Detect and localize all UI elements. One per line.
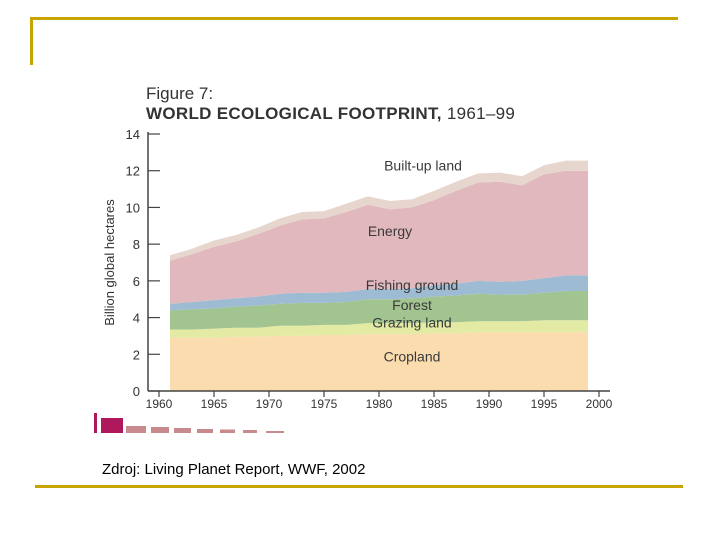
x-tick-label-1970: 1970 — [256, 397, 283, 411]
deco-accent-block — [101, 418, 123, 433]
x-tick-label-1995: 1995 — [531, 397, 558, 411]
series-label-energy: Energy — [368, 223, 412, 239]
area-energy — [170, 170, 588, 304]
series-label-grazing-land: Grazing land — [372, 315, 451, 331]
x-tick-label-1980: 1980 — [366, 397, 393, 411]
y-tick-label-8: 8 — [133, 237, 140, 252]
series-label-forest: Forest — [392, 297, 432, 313]
y-tick-label-0: 0 — [133, 384, 140, 399]
area-grazing-land — [170, 320, 588, 338]
deco-dash-4 — [197, 429, 213, 433]
y-tick-label-12: 12 — [126, 164, 140, 179]
source-caption: Zdroj: Living Planet Report, WWF, 2002 — [102, 461, 366, 478]
y-tick-label-10: 10 — [126, 200, 140, 215]
series-label-built-up-land: Built-up land — [384, 158, 462, 174]
series-label-cropland: Cropland — [384, 349, 441, 365]
figure-label: Figure 7: — [146, 84, 214, 103]
deco-accent-line — [94, 413, 97, 433]
frame-bottom-line — [35, 485, 683, 488]
deco-dash-5 — [220, 429, 235, 433]
deco-dash-1 — [126, 426, 146, 433]
x-tick-label-1960: 1960 — [146, 397, 173, 411]
area-cropland — [170, 332, 588, 391]
deco-dash-7 — [266, 431, 284, 433]
deco-dash-6 — [243, 430, 257, 433]
x-tick-label-1985: 1985 — [421, 397, 448, 411]
area-forest — [170, 291, 588, 330]
chart-title-years: 1961–99 — [446, 104, 516, 123]
frame-top-line — [30, 17, 678, 20]
area-built-up-land — [170, 160, 588, 261]
x-tick-label-1975: 1975 — [311, 397, 338, 411]
x-tick-label-1990: 1990 — [476, 397, 503, 411]
frame-left-line — [30, 17, 33, 65]
y-tick-label-2: 2 — [133, 347, 140, 362]
x-tick-label-2000: 2000 — [586, 397, 613, 411]
x-tick-label-1965: 1965 — [201, 397, 228, 411]
y-tick-label-6: 6 — [133, 274, 140, 289]
y-tick-label-4: 4 — [133, 311, 140, 326]
y-tick-label-14: 14 — [126, 127, 140, 142]
chart-title-main: WORLD ECOLOGICAL FOOTPRINT, — [146, 104, 442, 123]
deco-dash-3 — [174, 428, 191, 433]
deco-dash-2 — [151, 427, 169, 433]
y-axis-label: Billion global hectares — [102, 199, 117, 326]
area-fishing-ground — [170, 275, 588, 311]
chart-title: WORLD ECOLOGICAL FOOTPRINT, 1961–99 — [146, 104, 515, 124]
series-label-fishing-ground: Fishing ground — [366, 277, 459, 293]
